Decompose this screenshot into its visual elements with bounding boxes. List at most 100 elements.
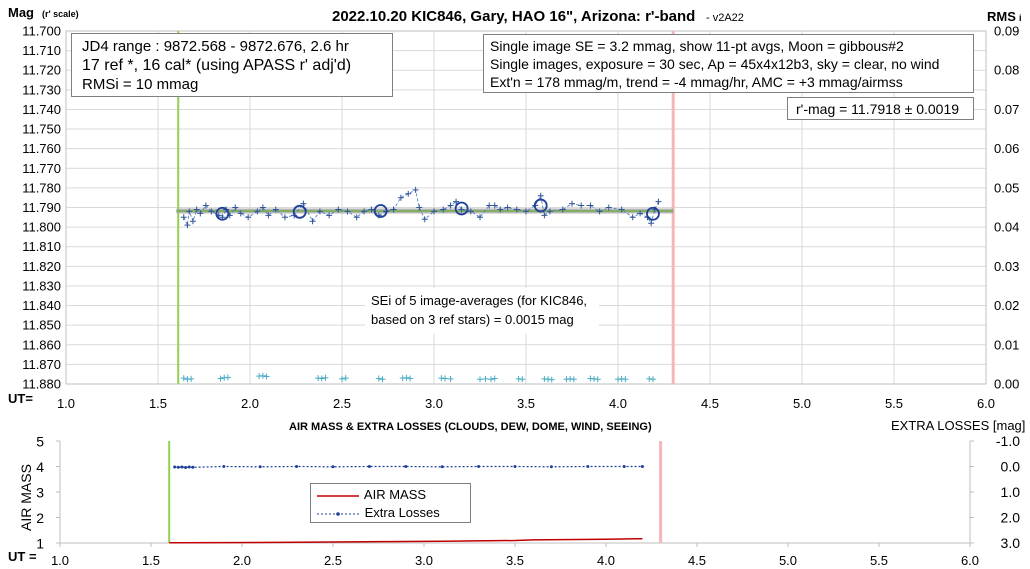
legend-extra-losses-swatch xyxy=(317,511,359,516)
y-tick-label: 11.880 xyxy=(22,377,61,392)
single-image-point xyxy=(412,186,419,193)
rmsi-text: RMSi = 10 mmag xyxy=(82,76,199,93)
rms-point xyxy=(477,376,483,383)
rms-point xyxy=(594,376,601,383)
info-box-left: JD4 range : 9872.568 - 9872.676, 2.6 hr … xyxy=(71,33,393,97)
image-average-point xyxy=(215,206,230,221)
rms-point xyxy=(224,374,231,381)
single-image-point xyxy=(491,202,498,209)
extra-losses-point xyxy=(477,465,481,468)
single-image-point xyxy=(193,206,200,213)
rms-point xyxy=(447,375,454,382)
bottom-chart-title: AIR MASS & EXTRA LOSSES (CLOUDS, DEW, DO… xyxy=(289,421,652,433)
ref-stars-text: 17 ref *, 16 cal* (using APASS r' adj'd) xyxy=(82,57,352,74)
rms-point xyxy=(491,375,498,382)
single-image-point xyxy=(232,204,239,211)
single-image-point xyxy=(559,206,566,213)
right-tick-label: 0.06 xyxy=(994,141,1019,156)
rms-point xyxy=(488,376,495,383)
right-tick-label: 0.09 xyxy=(994,24,1019,39)
bottom-y-tick-label: 5 xyxy=(36,434,44,450)
single-image-point xyxy=(184,222,191,229)
legend-airmass-label: AIR MASS xyxy=(363,487,427,502)
single-image-point xyxy=(477,214,483,221)
chart-version: - v2A22 xyxy=(706,12,744,24)
right-tick-label: 0.08 xyxy=(994,63,1019,78)
single-image-point xyxy=(180,214,187,221)
jd-range-text: JD4 range : 9872.568 - 9872.676, 2.6 hr xyxy=(82,38,349,55)
extra-losses-point xyxy=(622,465,626,468)
bottom-right-tick-label: 1.0 xyxy=(1001,484,1021,500)
bottom-x-tick-label: 1.0 xyxy=(51,553,69,568)
y-tick-label: 11.750 xyxy=(22,122,61,137)
sei-line-1: SEi of 5 image-averages (for KIC846, xyxy=(371,293,588,308)
rms-point xyxy=(180,375,187,382)
y-tick-label: 11.870 xyxy=(22,357,61,372)
extra-losses-point xyxy=(404,465,408,468)
result-mag-text: r'-mag = 11.7918 ± 0.0019 xyxy=(796,101,960,117)
extra-losses-point xyxy=(513,465,517,468)
x-tick-label: 4.5 xyxy=(701,396,719,411)
bottom-right-axis-label: EXTRA LOSSES [mag] xyxy=(891,418,1025,433)
bottom-y-axis-label: AIR MASS xyxy=(18,464,34,531)
rms-point xyxy=(318,375,325,382)
rms-point xyxy=(322,374,329,381)
rms-point xyxy=(342,375,349,382)
single-image-point xyxy=(281,214,288,221)
single-image-point xyxy=(309,218,316,225)
extra-losses-point xyxy=(549,465,553,469)
rms-point xyxy=(407,375,414,382)
single-image-series-line xyxy=(183,189,659,227)
single-image-point xyxy=(504,204,511,211)
single-image-point xyxy=(497,206,504,213)
single-image-point xyxy=(208,208,215,215)
top-chart-tick-labels: 11.700 11.710 11.720 11.730 11.740 11.750 11.7… xyxy=(22,24,1019,412)
extra-losses-line xyxy=(174,465,643,469)
rms-point xyxy=(217,375,224,382)
single-image-point xyxy=(605,204,612,211)
single-image-point xyxy=(578,202,585,209)
rms-point xyxy=(259,372,266,379)
x-axis-label: UT= xyxy=(8,391,33,406)
rms-point xyxy=(188,375,195,382)
rms-point xyxy=(379,376,386,383)
x-tick-label: 2.0 xyxy=(241,396,259,411)
extinction-text: Ext'n = 178 mmag/m, trend = -4 mmag/hr, … xyxy=(490,74,903,90)
single-image-point xyxy=(397,194,404,201)
y-tick-label: 11.830 xyxy=(22,278,61,293)
y-tick-label: 11.730 xyxy=(22,82,61,97)
y-tick-label: 11.770 xyxy=(22,161,61,176)
image-se-text: Single image SE = 3.2 mmag, show 11-pt a… xyxy=(490,38,904,54)
legend-extra-losses-label: Extra Losses xyxy=(364,505,440,520)
top-chart-gridlines xyxy=(65,30,987,385)
single-image-point xyxy=(326,212,333,219)
bottom-y-tick-label: 1 xyxy=(36,536,44,552)
single-image-point xyxy=(447,202,454,209)
bottom-right-tick-label: 2.0 xyxy=(1001,510,1021,526)
y-tick-label: 11.850 xyxy=(22,318,61,333)
bottom-x-tick-label: 5.0 xyxy=(779,553,797,568)
rms-point xyxy=(548,376,555,383)
bottom-x-tick-label: 3.0 xyxy=(415,553,433,568)
y-tick-label: 11.790 xyxy=(22,200,61,215)
right-tick-label: 0.05 xyxy=(994,180,1019,195)
y-tick-label: 11.800 xyxy=(22,220,61,235)
y-tick-label: 11.720 xyxy=(22,63,61,78)
legend-item-airmass: AIR MASS xyxy=(315,486,466,504)
x-tick-label: 4.0 xyxy=(609,396,627,411)
y-tick-label: 11.820 xyxy=(22,259,61,274)
y-tick-label: 11.860 xyxy=(22,337,61,352)
extra-losses-point xyxy=(184,466,188,470)
top-plot-frame xyxy=(65,30,987,385)
single-image-point xyxy=(637,210,644,217)
right-axis-label-sub: i xyxy=(1019,13,1022,23)
single-image-point xyxy=(368,206,375,213)
right-tick-label: 0.00 xyxy=(994,377,1019,392)
single-image-point xyxy=(316,208,323,215)
single-image-point xyxy=(245,214,252,221)
bottom-x-tick-label: 1.5 xyxy=(142,553,160,568)
bottom-chart-plot xyxy=(168,441,663,544)
x-tick-label: 3.5 xyxy=(517,396,535,411)
x-tick-label: 3.0 xyxy=(425,396,443,411)
